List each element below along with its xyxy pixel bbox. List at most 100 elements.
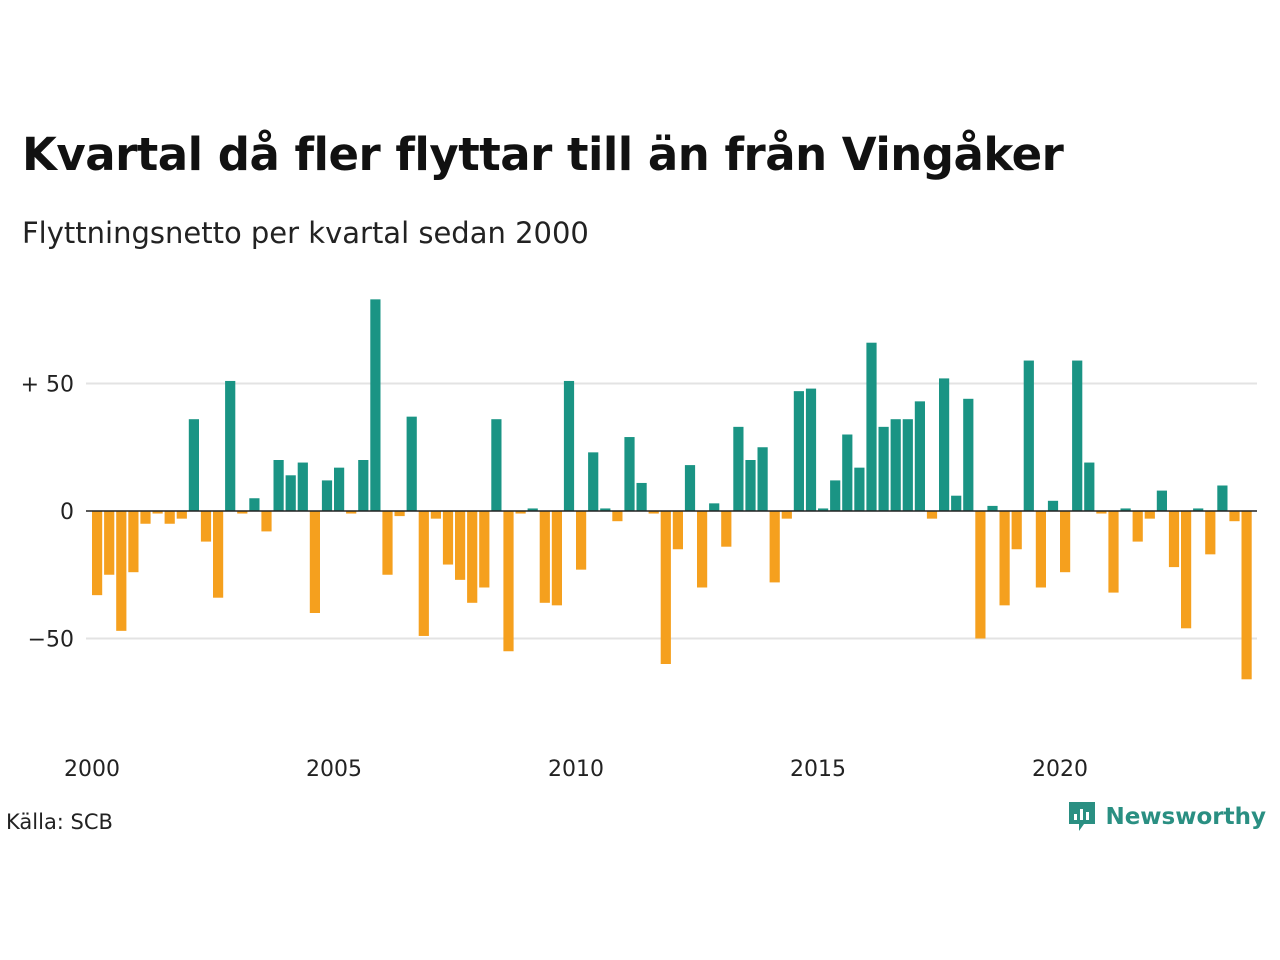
bar: 2019 Q1: -15 xyxy=(1011,511,1022,550)
bar: 2010 Q4: -4 xyxy=(612,511,623,522)
bar: 2015 Q1: 1 xyxy=(818,508,829,511)
x-tick-label: 2005 xyxy=(306,757,362,782)
bar: 2016 Q4: 36 xyxy=(902,419,913,511)
chart-subtitle: Flyttningsnetto per kvartal sedan 2000 xyxy=(22,216,589,250)
bar: 2001 Q3: -5 xyxy=(164,511,175,524)
bar: 2012 Q3: -30 xyxy=(697,511,708,588)
bar: 2000 Q1: -33 xyxy=(92,511,103,596)
bar: 2009 Q4: 51 xyxy=(563,380,575,511)
bar: 2016 Q3: 36 xyxy=(890,419,901,511)
bar: 2008 Q3: -55 xyxy=(503,511,514,652)
chart-title: Kvartal då fler flyttar till än från Vin… xyxy=(22,128,1064,181)
x-tick-label: 2010 xyxy=(548,757,604,782)
bar: 2006 Q2: -2 xyxy=(394,511,405,517)
bar: 2000 Q3: -47 xyxy=(116,511,127,631)
bar: 2014 Q1: -28 xyxy=(769,511,780,583)
bar: 2016 Q1: 66 xyxy=(866,342,877,511)
bar: 2009 Q2: -36 xyxy=(539,511,550,603)
y-tick-label: + 50 xyxy=(21,373,74,398)
bar: 2004 Q4: 12 xyxy=(321,480,333,511)
bar: 2018 Q2: -50 xyxy=(975,511,986,639)
bar: 2008 Q4: -1 xyxy=(515,511,526,514)
bar: 2019 Q2: 59 xyxy=(1023,360,1034,511)
bar: 2014 Q4: 48 xyxy=(805,388,817,511)
bar: 2023 Q1: -17 xyxy=(1205,511,1216,555)
y-tick-label: −50 xyxy=(28,628,74,653)
bar: 2005 Q1: 17 xyxy=(334,467,345,511)
bar: 2003 Q4: 20 xyxy=(273,460,284,511)
y-tick-label: 0 xyxy=(60,500,74,525)
bar: 2010 Q3: 1 xyxy=(600,508,611,511)
bar: 2017 Q4: 6 xyxy=(951,495,962,511)
bar: 2017 Q2: -3 xyxy=(926,511,938,519)
bar: 2007 Q4: -36 xyxy=(467,511,478,603)
bar: 2017 Q3: 52 xyxy=(939,378,950,511)
bar: 2023 Q2: 10 xyxy=(1217,485,1228,511)
bar: 2010 Q2: 23 xyxy=(588,452,599,511)
bar: 2002 Q3: -34 xyxy=(213,511,224,598)
bar: 2020 Q4: -1 xyxy=(1096,511,1107,514)
bar: 2011 Q2: 11 xyxy=(636,482,647,511)
bar: 2016 Q2: 33 xyxy=(878,426,889,511)
bar: 2022 Q4: 1 xyxy=(1193,508,1204,511)
bar: 2014 Q2: -3 xyxy=(781,511,792,519)
bar: 2001 Q1: -5 xyxy=(140,511,151,524)
bar: 2021 Q1: -32 xyxy=(1108,511,1119,593)
bar: 2018 Q4: -37 xyxy=(999,511,1010,606)
bar: 2011 Q4: -60 xyxy=(660,511,671,664)
bar: 2015 Q3: 30 xyxy=(842,434,853,511)
bar: 2006 Q1: -25 xyxy=(382,511,393,575)
bar: 2023 Q4: -66 xyxy=(1241,511,1252,680)
bars: 2000 Q1: -332000 Q2: -252000 Q3: -472000… xyxy=(92,299,1252,680)
bar: 2004 Q3: -40 xyxy=(309,511,320,613)
source-note: Källa: SCB xyxy=(6,810,113,834)
bar: 2013 Q3: 20 xyxy=(745,460,756,511)
brand-name: Newsworthy xyxy=(1105,804,1266,830)
bar: 2005 Q4: 83 xyxy=(370,299,381,511)
bar: 2006 Q4: -49 xyxy=(418,511,429,636)
x-tick-label: 2000 xyxy=(64,757,120,782)
bar: 2007 Q3: -27 xyxy=(455,511,466,580)
bar: 2018 Q1: 44 xyxy=(963,398,974,511)
bar: 2000 Q2: -25 xyxy=(104,511,115,575)
bar: 2017 Q1: 43 xyxy=(914,401,925,511)
bar: 2012 Q4: 3 xyxy=(709,503,720,511)
bar: 2015 Q4: 17 xyxy=(854,467,865,511)
bar: 2005 Q2: -1 xyxy=(346,511,357,514)
bar: 2002 Q2: -12 xyxy=(200,511,212,542)
bar: 2020 Q3: 19 xyxy=(1084,462,1095,511)
bar: 2005 Q3: 20 xyxy=(358,460,369,511)
bar: 2021 Q3: -12 xyxy=(1132,511,1143,542)
bar: 2015 Q2: 12 xyxy=(830,480,841,511)
bar: 2009 Q1: 1 xyxy=(527,508,538,511)
bar: 2013 Q4: 25 xyxy=(757,447,768,511)
bar: 2010 Q1: -23 xyxy=(576,511,587,570)
bar: 2001 Q4: -3 xyxy=(176,511,187,519)
x-axis-labels: 2000 2005 2010 2015 2020 xyxy=(64,757,1088,782)
bar: 2003 Q3: -8 xyxy=(261,511,272,532)
brand-logo: Newsworthy xyxy=(1067,800,1266,834)
bar: 2013 Q1: -14 xyxy=(721,511,732,547)
bar: 2004 Q1: 14 xyxy=(285,475,296,511)
bar: 2009 Q3: -37 xyxy=(551,511,562,606)
bar: 2019 Q3: -30 xyxy=(1035,511,1046,588)
bar: 2021 Q4: -3 xyxy=(1144,511,1155,519)
bar: 2012 Q1: -15 xyxy=(672,511,683,550)
bar: 2008 Q2: 36 xyxy=(491,419,502,511)
bar: 2003 Q1: -1 xyxy=(237,511,248,514)
bar: 2004 Q2: 19 xyxy=(297,462,308,511)
bar: 2019 Q4: 4 xyxy=(1047,500,1059,511)
bar: 2011 Q3: -1 xyxy=(648,511,659,514)
bar: 2001 Q2: -1 xyxy=(152,511,163,514)
grid-lines xyxy=(86,382,1257,640)
bar: 2021 Q2: 1 xyxy=(1120,508,1131,511)
bar: 2002 Q4: 51 xyxy=(225,380,236,511)
bar: 2022 Q3: -46 xyxy=(1181,511,1192,629)
x-tick-label: 2020 xyxy=(1032,757,1088,782)
y-axis-labels: + 50 0 −50 xyxy=(21,373,74,653)
bar: 2020 Q1: -24 xyxy=(1060,511,1071,573)
bar: 2002 Q1: 36 xyxy=(188,419,199,511)
bar: 2011 Q1: 29 xyxy=(624,437,635,511)
bar: 2014 Q3: 47 xyxy=(793,391,804,511)
bar: 2022 Q1: 8 xyxy=(1156,490,1167,511)
